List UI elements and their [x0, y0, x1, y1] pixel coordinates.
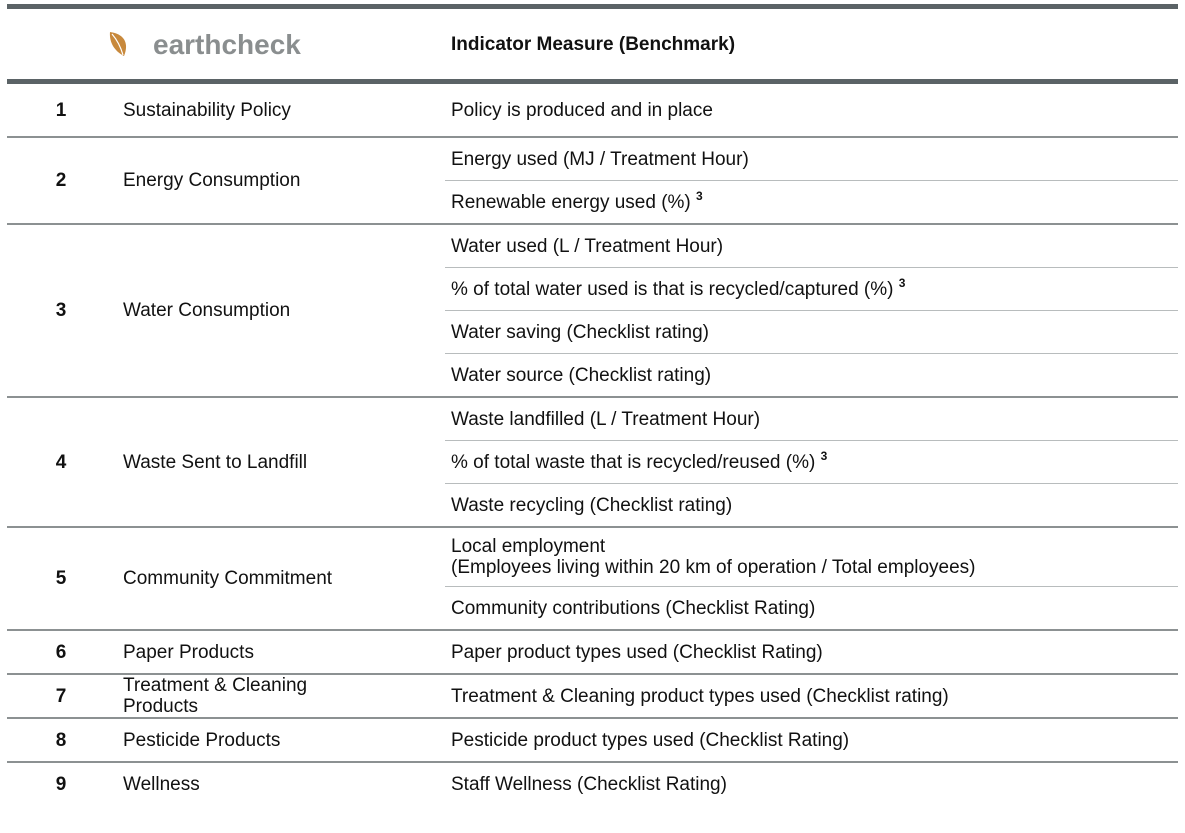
measure-text: Staff Wellness (Checklist Rating): [451, 773, 727, 795]
table-body: 1 Sustainability Policy Policy is produced…: [7, 81, 1178, 806]
table-row: % of total water used is that is recycle…: [7, 267, 1178, 311]
row-number: 6: [55, 641, 67, 663]
table-row: Water saving (Checklist rating): [7, 310, 1178, 354]
measure-text: % of total waste that is recycled/reused…: [451, 451, 816, 473]
row-name: Paper Products: [123, 641, 254, 663]
measure-cell: Energy used (MJ / Treatment Hour): [445, 137, 1178, 181]
row-name: Wellness: [123, 773, 200, 795]
leaf-icon: [109, 32, 127, 56]
measure-text: Community contributions (Checklist Ratin…: [451, 597, 816, 619]
row-number: 7: [55, 685, 67, 707]
logo: earthcheck: [7, 30, 445, 58]
header-row: earthcheck Indicator Measure (Benchmark): [7, 6, 1178, 82]
row-name: Community Commitment: [123, 568, 333, 589]
footnote-mark: 3: [820, 448, 828, 463]
measure-cell: Pesticide product types used (Checklist …: [445, 718, 1178, 762]
measure-text: Treatment & Cleaning product types used …: [451, 685, 949, 707]
measure-cell: Water source (Checklist rating): [445, 353, 1178, 397]
measure-cell: Paper product types used (Checklist Rati…: [445, 630, 1178, 674]
measure-cell: Policy is produced and in place: [445, 82, 1178, 138]
measure-cell: Waste recycling (Checklist rating): [445, 483, 1178, 527]
header: earthcheck Indicator Measure (Benchmark): [7, 6, 1178, 82]
table-row: 3 Water Consumption Water used (L / Treatm…: [7, 224, 1178, 321]
table-row: 7 Treatment & Cleaning Products Treatment …: [7, 674, 1178, 718]
measure-text: Water saving (Checklist rating): [451, 321, 709, 343]
measure-cell: Staff Wellness (Checklist Rating): [445, 762, 1178, 805]
measure-text: Local employment (Employees living withi…: [451, 536, 976, 578]
indicator-table: earthcheck Indicator Measure (Benchmark)…: [7, 4, 1178, 805]
footnote-mark: 3: [898, 275, 906, 290]
measure-text: Waste landfilled (L / Treatment Hour): [451, 408, 761, 430]
row-number: 5: [55, 568, 67, 589]
measure-cell: Treatment & Cleaning product types used …: [445, 674, 1178, 718]
table-row: 4 Waste Sent to Landfill Waste landfilled …: [7, 397, 1178, 473]
measure-cell: Water saving (Checklist rating): [445, 310, 1178, 354]
row-number: 1: [55, 99, 67, 121]
table-row: Renewable energy used (%) 3: [7, 180, 1178, 224]
measure-text: Energy used (MJ / Treatment Hour): [451, 148, 749, 170]
measure-text: Water source (Checklist rating): [451, 364, 712, 386]
measure-text: Policy is produced and in place: [451, 99, 713, 121]
row-name: Sustainability Policy: [123, 99, 291, 121]
measure-text: Pesticide product types used (Checklist …: [451, 729, 850, 751]
table-row: Community contributions (Checklist Ratin…: [7, 586, 1178, 630]
logo-text: earthcheck: [153, 28, 301, 60]
table-wrap: earthcheck Indicator Measure (Benchmark)…: [7, 4, 1178, 805]
row-number: 3: [55, 300, 67, 321]
table-row: Waste recycling (Checklist rating): [7, 483, 1178, 527]
measure-text: % of total water used is that is recycle…: [451, 278, 894, 300]
measure-text: Water used (L / Treatment Hour): [451, 235, 724, 257]
table-row: 6 Paper Products Paper product types used …: [7, 630, 1178, 674]
table-row: 5 Community Commitment Local employment (E…: [7, 527, 1178, 589]
row-number: 4: [55, 451, 67, 473]
footnote-mark: 3: [696, 188, 703, 203]
measure-text: Waste recycling (Checklist rating): [451, 494, 733, 516]
table-row: 1 Sustainability Policy Policy is produced…: [7, 81, 1178, 138]
measure-cell: % of total water used is that is recycle…: [445, 267, 1178, 311]
row-number: 2: [55, 170, 67, 191]
header-title: Indicator Measure (Benchmark): [451, 33, 736, 55]
measure-cell: Renewable energy used (%) 3: [445, 180, 1178, 224]
row-name: Treatment & Cleaning Products: [123, 675, 308, 717]
logo-cell: earthcheck: [7, 7, 445, 82]
row-name: Energy Consumption: [123, 170, 301, 191]
row-number: 9: [55, 773, 67, 795]
table-row: Water source (Checklist rating): [7, 353, 1178, 397]
table-row: 2 Energy Consumption Energy used (MJ / Tre…: [7, 137, 1178, 191]
row-name: Waste Sent to Landfill: [123, 451, 308, 473]
measure-cell: Waste landfilled (L / Treatment Hour): [445, 397, 1178, 441]
measure-cell: Water used (L / Treatment Hour): [445, 224, 1178, 268]
row-name: Water Consumption: [123, 300, 291, 321]
measure-cell: Local employment (Employees living withi…: [445, 527, 1178, 587]
measure-cell: Community contributions (Checklist Ratin…: [445, 586, 1178, 630]
table-row: % of total waste that is recycled/reused…: [7, 440, 1178, 484]
table-row: 8 Pesticide Products Pesticide product typ…: [7, 718, 1178, 762]
measure-cell: % of total waste that is recycled/reused…: [445, 440, 1178, 484]
row-number: 8: [55, 729, 67, 751]
row-name: Pesticide Products: [123, 729, 281, 751]
measure-text: Renewable energy used (%): [451, 191, 691, 213]
table-row: 9 Wellness Staff Wellness (Checklist Ratin…: [7, 762, 1178, 805]
measure-text: Paper product types used (Checklist Rati…: [451, 641, 823, 663]
